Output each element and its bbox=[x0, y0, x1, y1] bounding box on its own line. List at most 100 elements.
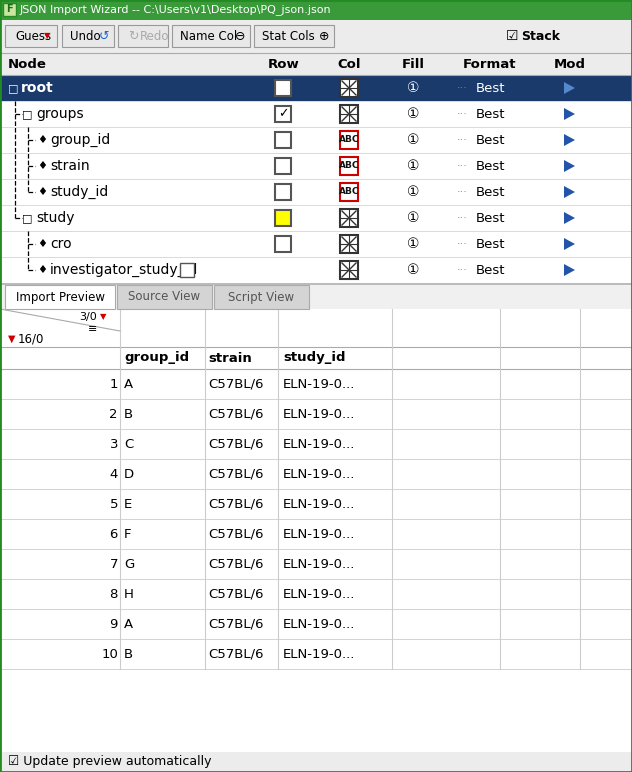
Bar bbox=[0, 609, 632, 639]
Text: ELN-19-0...: ELN-19-0... bbox=[283, 497, 355, 510]
Text: C57BL/6: C57BL/6 bbox=[208, 378, 264, 391]
Text: F: F bbox=[124, 527, 131, 540]
Text: C57BL/6: C57BL/6 bbox=[208, 527, 264, 540]
Text: ···: ··· bbox=[456, 109, 468, 119]
Bar bbox=[0, 231, 632, 257]
Bar bbox=[0, 75, 632, 101]
Bar bbox=[0, 579, 632, 609]
Bar bbox=[0, 752, 632, 772]
Bar bbox=[340, 261, 358, 279]
Text: study_id: study_id bbox=[50, 185, 108, 199]
Text: ···: ··· bbox=[456, 161, 468, 171]
Text: □: □ bbox=[22, 213, 32, 223]
Text: ⊖: ⊖ bbox=[234, 29, 245, 42]
Text: Redo: Redo bbox=[140, 29, 169, 42]
Text: ♦: ♦ bbox=[37, 161, 47, 171]
Bar bbox=[0, 283, 632, 285]
Text: study_id: study_id bbox=[283, 351, 346, 364]
Bar bbox=[0, 53, 632, 75]
Bar bbox=[0, 549, 632, 579]
Text: ♦: ♦ bbox=[37, 265, 47, 275]
Text: ···: ··· bbox=[456, 265, 468, 275]
Text: H: H bbox=[124, 587, 134, 601]
Text: A: A bbox=[124, 378, 133, 391]
Text: Source View: Source View bbox=[128, 290, 200, 303]
Text: Col: Col bbox=[337, 57, 361, 70]
Text: strain: strain bbox=[208, 351, 252, 364]
Bar bbox=[0, 489, 632, 519]
Text: C57BL/6: C57BL/6 bbox=[208, 408, 264, 421]
Text: □: □ bbox=[8, 83, 18, 93]
Bar bbox=[340, 183, 358, 201]
Text: ≡: ≡ bbox=[88, 324, 97, 334]
Text: cro: cro bbox=[50, 237, 71, 251]
Text: ELN-19-0...: ELN-19-0... bbox=[283, 378, 355, 391]
Text: Best: Best bbox=[476, 185, 506, 198]
Bar bbox=[275, 184, 291, 200]
Bar bbox=[0, 153, 632, 179]
Text: Import Preview: Import Preview bbox=[16, 290, 104, 303]
Text: A: A bbox=[124, 618, 133, 631]
Bar bbox=[3, 3, 16, 16]
Polygon shape bbox=[564, 82, 575, 94]
Text: Best: Best bbox=[476, 263, 506, 276]
Text: 5: 5 bbox=[109, 497, 118, 510]
Text: ELN-19-0...: ELN-19-0... bbox=[283, 408, 355, 421]
Text: Name Col: Name Col bbox=[180, 29, 237, 42]
Text: ▼: ▼ bbox=[8, 334, 16, 344]
Text: B: B bbox=[124, 408, 133, 421]
Text: JSON Import Wizard -- C:\Users\v1\Desktop\PQ_json.json: JSON Import Wizard -- C:\Users\v1\Deskto… bbox=[20, 5, 332, 15]
Text: 3: 3 bbox=[109, 438, 118, 451]
Bar bbox=[0, 519, 632, 549]
Text: C57BL/6: C57BL/6 bbox=[208, 557, 264, 571]
Bar bbox=[0, 20, 632, 53]
Text: 9: 9 bbox=[109, 618, 118, 631]
Text: Stat Cols: Stat Cols bbox=[262, 29, 315, 42]
Text: group_id: group_id bbox=[50, 133, 110, 147]
Text: ELN-19-0...: ELN-19-0... bbox=[283, 587, 355, 601]
Bar bbox=[254, 25, 334, 47]
Text: G: G bbox=[124, 557, 134, 571]
Bar bbox=[0, 347, 632, 369]
Text: ELN-19-0...: ELN-19-0... bbox=[283, 648, 355, 661]
Bar bbox=[340, 105, 358, 123]
Text: 16/0: 16/0 bbox=[18, 333, 44, 346]
Text: □: □ bbox=[22, 109, 32, 119]
Bar bbox=[117, 285, 212, 309]
Text: ELN-19-0...: ELN-19-0... bbox=[283, 468, 355, 480]
Text: ···: ··· bbox=[456, 213, 468, 223]
Bar bbox=[275, 132, 291, 148]
Text: ①: ① bbox=[407, 81, 419, 95]
Bar bbox=[340, 131, 358, 149]
Text: Undo: Undo bbox=[70, 29, 100, 42]
Text: ①: ① bbox=[407, 237, 419, 251]
Text: C57BL/6: C57BL/6 bbox=[208, 497, 264, 510]
Text: ①: ① bbox=[407, 159, 419, 173]
Bar bbox=[275, 80, 291, 96]
Bar bbox=[275, 210, 291, 226]
Bar bbox=[275, 106, 291, 122]
Text: F: F bbox=[6, 5, 13, 15]
Text: Best: Best bbox=[476, 212, 506, 225]
Polygon shape bbox=[564, 186, 575, 198]
Text: ▼: ▼ bbox=[44, 32, 51, 40]
Text: Best: Best bbox=[476, 107, 506, 120]
Text: ①: ① bbox=[407, 107, 419, 121]
Text: Node: Node bbox=[8, 57, 47, 70]
Text: ABC: ABC bbox=[339, 188, 359, 197]
Bar bbox=[5, 25, 57, 47]
Text: Guess: Guess bbox=[15, 29, 51, 42]
Bar bbox=[0, 257, 632, 283]
Polygon shape bbox=[564, 212, 575, 224]
Bar bbox=[340, 235, 358, 253]
Polygon shape bbox=[564, 160, 575, 172]
Text: ···: ··· bbox=[456, 83, 468, 93]
Text: Best: Best bbox=[476, 160, 506, 172]
Text: strain: strain bbox=[50, 159, 90, 173]
Text: ↻: ↻ bbox=[128, 29, 138, 42]
Text: Fill: Fill bbox=[401, 57, 425, 70]
Text: C: C bbox=[124, 438, 133, 451]
Bar bbox=[172, 25, 250, 47]
Bar bbox=[0, 127, 632, 153]
Text: root: root bbox=[21, 81, 54, 95]
